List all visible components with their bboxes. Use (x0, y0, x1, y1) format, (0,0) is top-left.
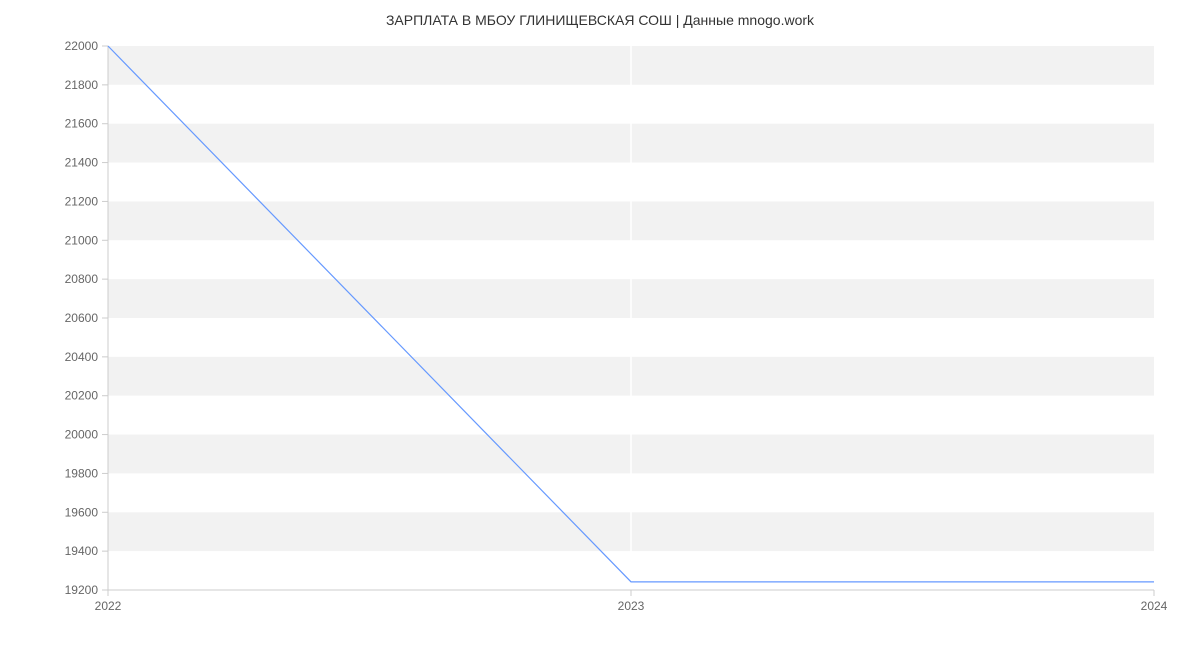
salary-chart: ЗАРПЛАТА В МБОУ ГЛИНИЩЕВСКАЯ СОШ | Данны… (0, 0, 1200, 650)
svg-text:21400: 21400 (65, 156, 99, 170)
svg-text:20000: 20000 (65, 428, 99, 442)
svg-text:19400: 19400 (65, 544, 99, 558)
svg-text:19600: 19600 (65, 505, 99, 519)
svg-text:20600: 20600 (65, 311, 99, 325)
svg-text:21200: 21200 (65, 194, 99, 208)
chart-svg: 19200 19400 19600 19800 20000 20200 20400 20600… (0, 0, 1200, 650)
svg-text:19200: 19200 (65, 583, 99, 597)
svg-text:20800: 20800 (65, 272, 99, 286)
svg-text:2023: 2023 (618, 599, 645, 613)
svg-text:20400: 20400 (65, 350, 99, 364)
svg-text:2024: 2024 (1141, 599, 1168, 613)
svg-text:21600: 21600 (65, 117, 99, 131)
svg-text:2022: 2022 (95, 599, 122, 613)
svg-text:20200: 20200 (65, 389, 99, 403)
svg-text:21000: 21000 (65, 233, 99, 247)
svg-text:21800: 21800 (65, 78, 99, 92)
svg-text:19800: 19800 (65, 466, 99, 480)
svg-text:22000: 22000 (65, 39, 99, 53)
